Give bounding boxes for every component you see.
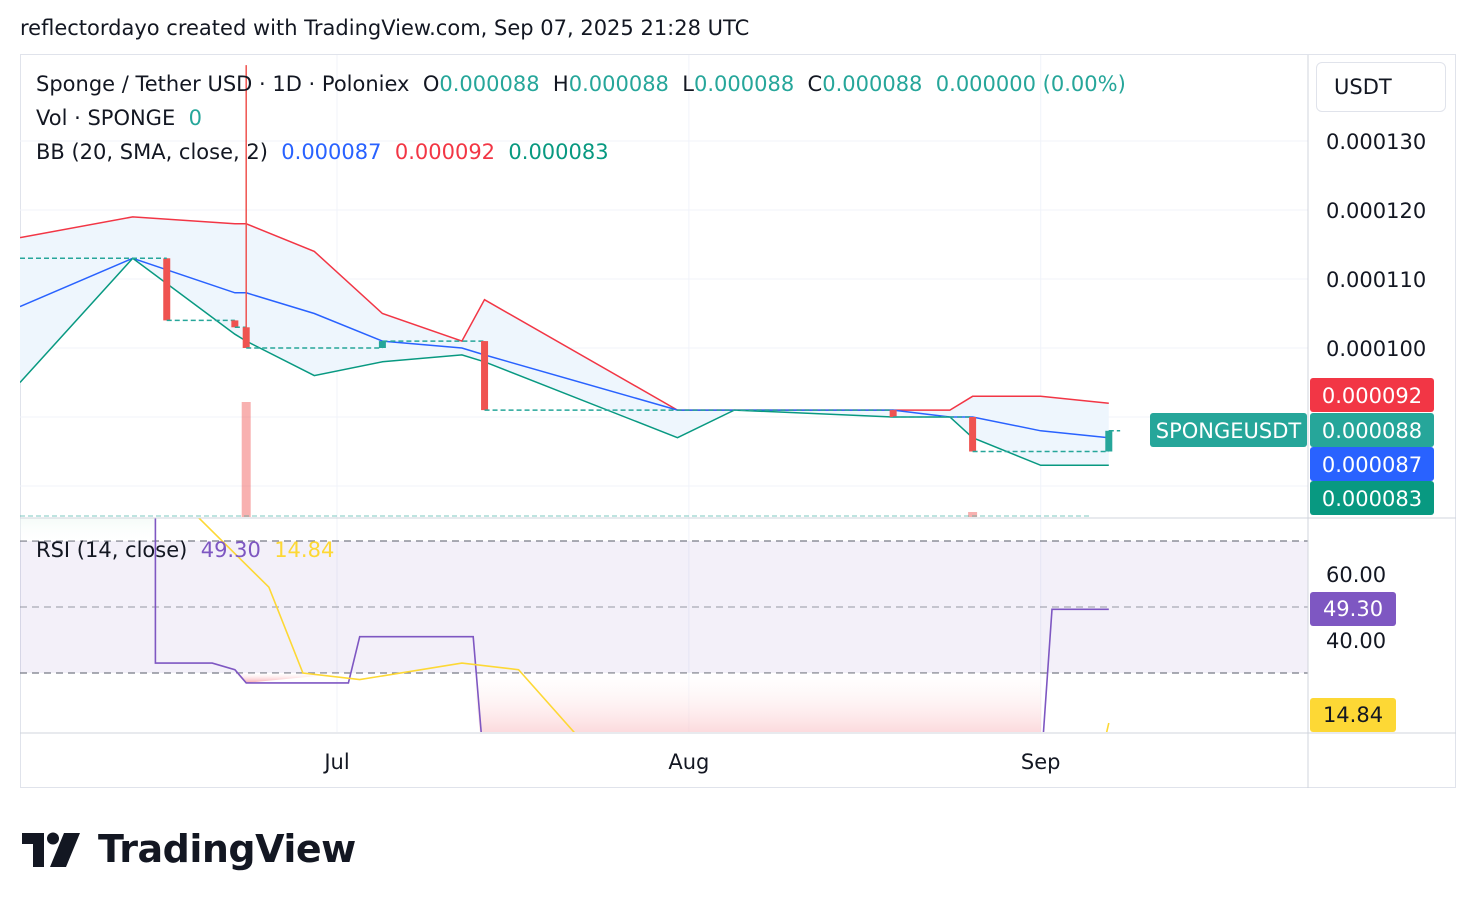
- rsi-line: [154, 518, 1109, 732]
- logo-wordmark: TradingView: [98, 827, 356, 871]
- rsi-ma-value: 14.84: [274, 538, 335, 562]
- chart-credit: reflectordayo created with TradingView.c…: [20, 16, 750, 40]
- rsi-overbought-fill: [20, 518, 156, 541]
- bb-upper-price-label: 0.000092: [1310, 378, 1434, 412]
- rsi-tick-label: 60.00: [1326, 563, 1386, 587]
- time-tick-label: Jul: [322, 750, 349, 774]
- last-price-label-bg: [1310, 413, 1434, 447]
- bb-lower-price-label-bg: [1310, 481, 1434, 515]
- bb-lower-price-label: 0.000083: [1310, 481, 1434, 515]
- rsi-label[interactable]: RSI (14, close): [36, 538, 188, 562]
- symbol-price-label-text: SPONGEUSDT: [1156, 419, 1302, 443]
- bb-lower-price-label-text: 0.000083: [1322, 487, 1422, 511]
- price-pane: [20, 65, 1121, 517]
- price-tick-label: 0.000110: [1326, 268, 1426, 292]
- high-label: H: [552, 72, 569, 96]
- price-tick-label: 0.000120: [1326, 199, 1426, 223]
- rsi-ma-line: [197, 518, 1110, 732]
- open-value: 0.000088: [439, 72, 540, 96]
- rsi-oversold-fill: [473, 673, 1042, 732]
- tradingview-logo-icon: [22, 832, 80, 867]
- low-label: L: [682, 72, 694, 96]
- price-tick-label: 0.000100: [1326, 337, 1426, 361]
- time-tick-label: Aug: [668, 750, 709, 774]
- rsi-ma-label-text: 14.84: [1323, 703, 1383, 727]
- rsi-value: 49.30: [200, 538, 261, 562]
- candle-body: [889, 410, 897, 417]
- bb-upper-price-label-text: 0.000092: [1322, 384, 1422, 408]
- volume-bar: [241, 402, 251, 517]
- low-value: 0.000088: [693, 72, 795, 96]
- symbol-price-label-bg: [1150, 413, 1307, 447]
- axes: 0.000130 0.000120 0.000110 0.000100 60.00 40.…: [20, 55, 1456, 788]
- symbol-price-label: SPONGEUSDT: [1150, 413, 1307, 447]
- candle-body: [242, 327, 250, 348]
- change-value: 0.000000 (0.00%): [935, 72, 1126, 96]
- last-price-label-text: 0.000088: [1322, 419, 1422, 443]
- candle-body: [378, 341, 386, 348]
- rsi-pane: [20, 518, 1308, 732]
- volume-label[interactable]: Vol · SPONGE: [36, 106, 176, 130]
- rsi-oversold-fill: [155, 673, 349, 683]
- candle-body: [1105, 430, 1113, 452]
- last-price-label: 0.000088: [1310, 413, 1434, 447]
- bb-basis-value: 0.000087: [281, 140, 382, 164]
- rsi-value-label: 49.30: [1310, 592, 1396, 626]
- price-tick-label: 0.000130: [1326, 130, 1426, 154]
- bb-band-fill: [20, 216, 1109, 466]
- bb-basis-price-label: 0.000087: [1310, 447, 1434, 481]
- candle-body: [231, 320, 239, 328]
- grid-lines: [20, 55, 1308, 732]
- bb-upper-line: [20, 216, 1109, 411]
- chart-frame: [20, 54, 1456, 788]
- rsi-value-label-bg: [1310, 592, 1396, 626]
- symbol-title[interactable]: Sponge / Tether USD · 1D · Poloniex: [36, 72, 410, 96]
- time-tick-label: Sep: [1021, 750, 1061, 774]
- bb-legend: BB (20, SMA, close, 2) 0.000087 0.000092…: [36, 140, 609, 164]
- high-value: 0.000088: [568, 72, 669, 96]
- candle-body: [481, 341, 489, 411]
- rsi-ma-label-bg: [1310, 698, 1396, 732]
- bb-basis-price-label-bg: [1310, 447, 1434, 481]
- volume-value: 0: [188, 106, 202, 130]
- ohlc-legend: Sponge / Tether USD · 1D · Poloniex O0.0…: [36, 72, 1126, 96]
- rsi-value-label-text: 49.30: [1323, 597, 1383, 621]
- candle-body: [163, 258, 171, 321]
- open-label: O: [422, 72, 440, 96]
- rsi-tick-label: 40.00: [1326, 629, 1386, 653]
- volume-bar: [968, 512, 978, 517]
- currency-unit-button[interactable]: USDT: [1316, 62, 1446, 112]
- bb-basis-price-label-text: 0.000087: [1322, 453, 1422, 477]
- rsi-ma-label: 14.84: [1310, 698, 1396, 732]
- close-value: 0.000088: [822, 72, 923, 96]
- bb-lower-value: 0.000083: [508, 140, 609, 164]
- rsi-legend: RSI (14, close) 49.30 14.84: [36, 538, 334, 562]
- bb-upper-value: 0.000092: [394, 140, 496, 164]
- close-label: C: [807, 72, 823, 96]
- bb-label[interactable]: BB (20, SMA, close, 2): [36, 140, 268, 164]
- volume-legend: Vol · SPONGE 0: [36, 106, 202, 130]
- bb-upper-price-label-bg: [1310, 378, 1434, 412]
- candle-body: [969, 417, 977, 452]
- tradingview-logo: TradingView: [22, 822, 356, 876]
